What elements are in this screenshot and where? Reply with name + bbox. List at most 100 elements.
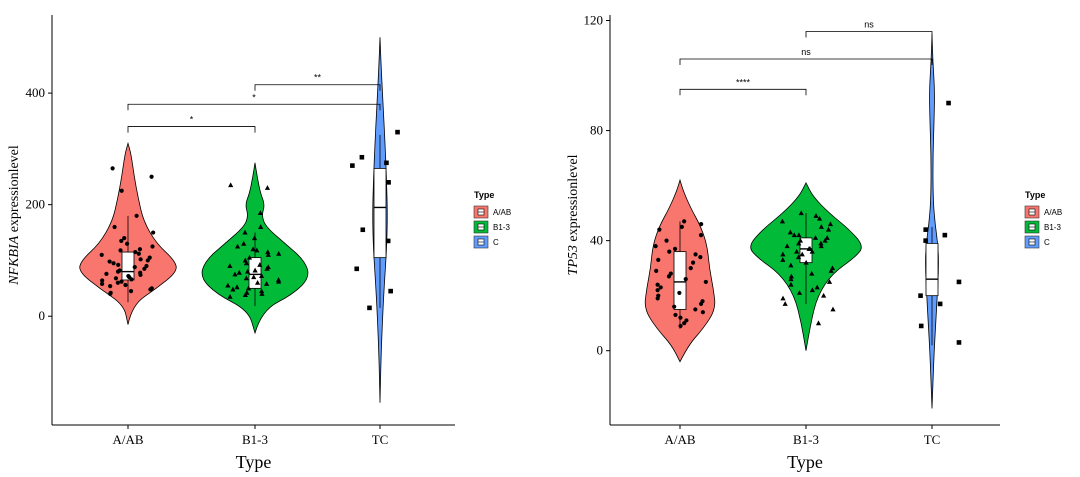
y-axis-title-rest: expressionlevel [7, 145, 22, 236]
data-point [250, 246, 256, 252]
x-tick-label: TC [924, 432, 941, 447]
significance-bracket [127, 103, 381, 111]
data-point [682, 219, 687, 224]
data-point [276, 250, 282, 256]
data-point [124, 241, 130, 246]
data-point [116, 262, 121, 268]
data-point [259, 273, 265, 279]
data-point [956, 279, 962, 285]
data-point [258, 224, 264, 229]
data-point [137, 247, 143, 252]
data-point [257, 210, 263, 216]
data-point [678, 315, 683, 320]
data-point [788, 281, 794, 287]
data-point [828, 268, 834, 273]
data-point [232, 271, 238, 277]
significance-label: ** [314, 73, 322, 83]
data-point [228, 182, 234, 188]
data-point [664, 238, 669, 243]
data-point [672, 304, 677, 309]
data-point [384, 160, 389, 166]
data-point [818, 240, 824, 246]
data-point [259, 288, 265, 294]
data-point [145, 258, 150, 263]
data-point [809, 248, 815, 254]
data-point [111, 261, 116, 266]
data-point [265, 249, 271, 255]
data-point [788, 276, 794, 282]
data-point [816, 215, 823, 221]
data-point [937, 301, 943, 307]
data-point [148, 287, 153, 292]
data-point [814, 284, 820, 290]
x-tick-label: TC [372, 432, 389, 447]
data-point [672, 246, 678, 251]
data-point [225, 282, 231, 288]
data-point [825, 226, 832, 232]
data-point [700, 310, 705, 315]
data-point [942, 232, 948, 238]
data-point [698, 255, 703, 260]
data-point [653, 244, 658, 249]
legend-label: B1-3 [493, 223, 510, 232]
y-tick-label: 400 [26, 85, 46, 100]
y-axis-title-rest: expressionlevel [566, 154, 581, 245]
x-tick-label: B1-3 [242, 432, 268, 447]
data-point [234, 284, 240, 290]
y-tick-label: 120 [584, 13, 604, 28]
legend: Type A/AB B1-3 C [473, 190, 511, 249]
data-point [677, 290, 682, 296]
data-point [360, 227, 366, 233]
data-point [251, 274, 257, 280]
data-point [243, 275, 249, 281]
y-axis-title: NFKBIA expressionlevel [7, 145, 22, 286]
box-iqr [373, 168, 387, 259]
data-point [138, 272, 143, 278]
data-point [149, 174, 154, 179]
y-tick-label: 40 [590, 233, 603, 248]
data-point [788, 273, 794, 279]
data-point [690, 260, 696, 265]
legend-label: A/AB [493, 208, 511, 217]
data-point [830, 306, 836, 312]
data-point [683, 277, 688, 282]
data-point [254, 279, 261, 285]
data-point [918, 323, 924, 329]
data-point [818, 224, 824, 229]
data-point [780, 251, 786, 257]
data-point [230, 286, 236, 292]
data-point [679, 224, 684, 229]
data-point [395, 129, 400, 135]
x-tick-label: A/AB [112, 432, 143, 447]
data-point [112, 224, 117, 230]
data-point [115, 280, 120, 285]
data-point [821, 292, 827, 298]
data-point [119, 238, 124, 244]
data-point [678, 323, 683, 329]
significance-bracket [805, 31, 933, 38]
data-point [108, 291, 113, 297]
data-point [827, 221, 834, 227]
data-point [655, 282, 660, 287]
data-point [666, 274, 672, 279]
legend: Type A/AB B1-3 C [1024, 190, 1062, 249]
data-point [780, 257, 786, 262]
data-point [809, 270, 815, 276]
data-point [354, 266, 360, 272]
data-point [956, 340, 962, 345]
data-point [122, 236, 127, 241]
legend-label: A/AB [1044, 208, 1062, 217]
significance-bracket [679, 58, 933, 66]
box-iqr [925, 242, 939, 297]
data-point [946, 100, 951, 106]
data-point [100, 278, 105, 283]
legend-label: B1-3 [1044, 223, 1061, 232]
data-point [132, 265, 137, 270]
data-point [824, 235, 830, 240]
data-point [115, 269, 121, 274]
data-point [799, 251, 805, 257]
data-point [815, 320, 822, 326]
data-point [251, 235, 258, 241]
y-tick-label: 200 [26, 197, 46, 212]
